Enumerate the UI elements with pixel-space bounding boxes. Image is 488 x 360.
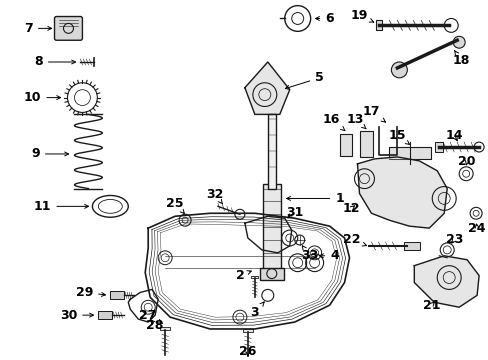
- Text: 33: 33: [301, 246, 318, 262]
- Bar: [388, 147, 430, 159]
- Text: 13: 13: [346, 113, 365, 129]
- Text: 10: 10: [24, 91, 61, 104]
- Bar: [98, 311, 112, 319]
- Text: 24: 24: [468, 222, 485, 235]
- Text: 26: 26: [239, 345, 256, 358]
- Text: 9: 9: [31, 148, 68, 161]
- Text: 32: 32: [206, 188, 223, 204]
- Text: 30: 30: [60, 309, 93, 321]
- Polygon shape: [413, 256, 478, 307]
- Polygon shape: [244, 62, 289, 114]
- Bar: [359, 131, 373, 157]
- Text: 16: 16: [322, 113, 344, 131]
- Bar: [434, 142, 442, 152]
- Text: 14: 14: [445, 129, 462, 142]
- Text: 6: 6: [315, 12, 333, 25]
- Bar: [110, 291, 124, 299]
- Text: 1: 1: [286, 192, 343, 205]
- FancyBboxPatch shape: [54, 17, 82, 40]
- Bar: [339, 134, 351, 156]
- Text: 21: 21: [422, 299, 439, 312]
- Bar: [376, 21, 382, 30]
- Text: 17: 17: [362, 105, 385, 122]
- Text: 27: 27: [139, 309, 162, 323]
- Polygon shape: [357, 157, 447, 228]
- Bar: [160, 327, 170, 330]
- Bar: [243, 329, 252, 332]
- Text: 23: 23: [445, 234, 462, 247]
- Circle shape: [452, 36, 464, 48]
- Circle shape: [390, 62, 407, 78]
- Text: 20: 20: [457, 156, 475, 168]
- Text: 18: 18: [451, 51, 469, 67]
- Bar: [262, 184, 280, 273]
- Text: 12: 12: [342, 202, 360, 215]
- Text: 2: 2: [235, 269, 251, 282]
- Text: 11: 11: [34, 200, 88, 213]
- Text: 5: 5: [285, 71, 324, 89]
- Text: 28: 28: [146, 319, 163, 332]
- Text: 19: 19: [350, 9, 373, 22]
- Text: 8: 8: [34, 55, 76, 68]
- Text: 4: 4: [319, 249, 338, 262]
- Text: 3: 3: [250, 302, 264, 319]
- Text: 31: 31: [285, 206, 303, 219]
- Text: 7: 7: [24, 22, 52, 35]
- Text: 15: 15: [388, 129, 408, 144]
- Text: 22: 22: [342, 234, 366, 247]
- Text: 25: 25: [166, 197, 184, 213]
- Bar: [267, 114, 275, 189]
- Bar: [259, 268, 283, 279]
- Bar: [404, 242, 420, 250]
- Text: 29: 29: [76, 286, 105, 299]
- Bar: [251, 275, 258, 278]
